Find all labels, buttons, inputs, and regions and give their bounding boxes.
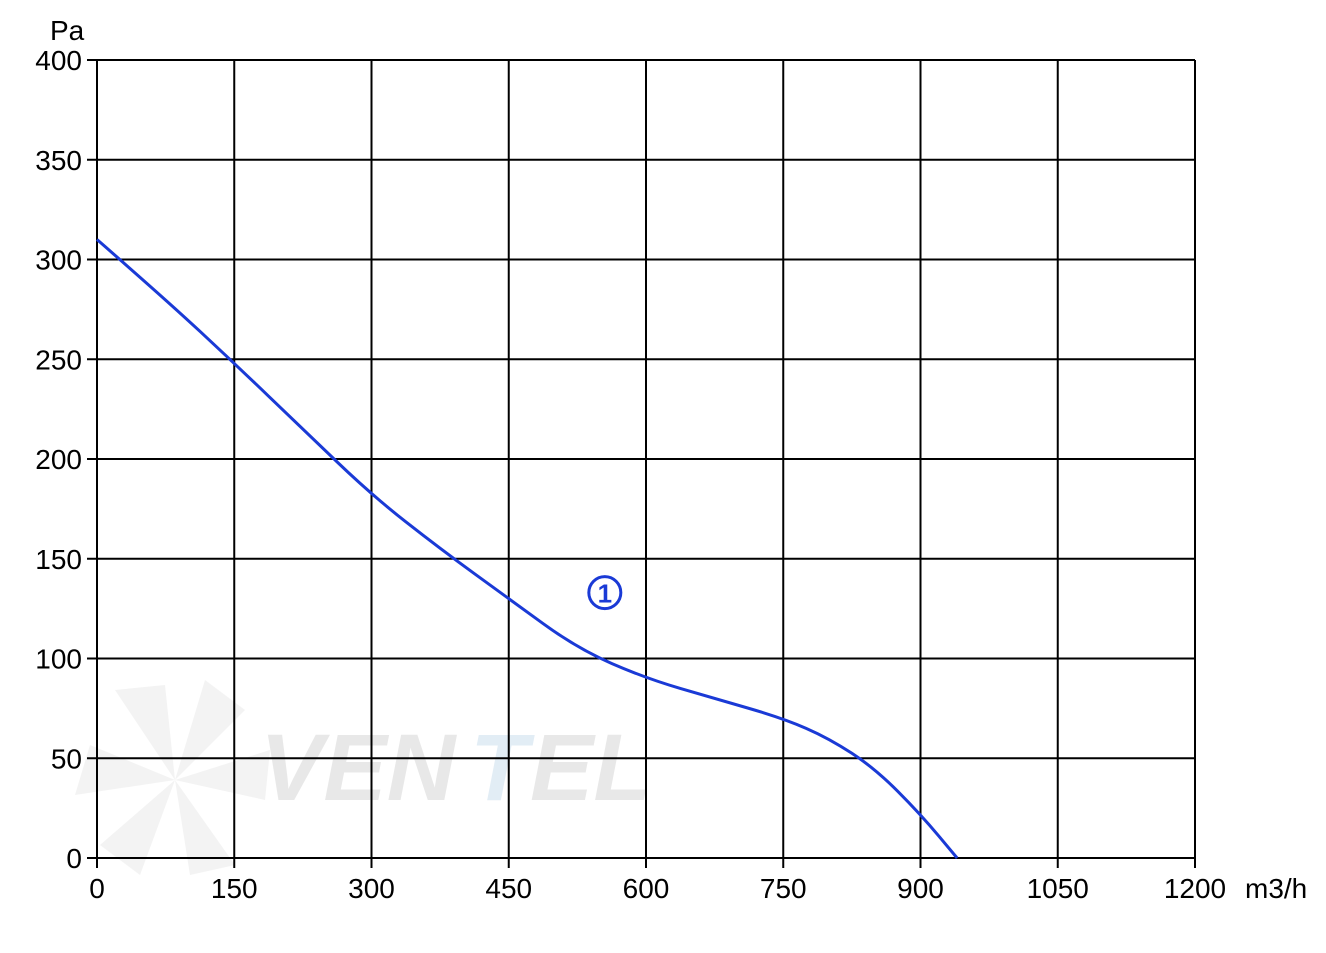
svg-text:50: 50 xyxy=(51,743,82,774)
svg-text:0: 0 xyxy=(66,843,82,874)
watermark-fan-icon xyxy=(75,680,270,875)
svg-text:0: 0 xyxy=(89,873,105,904)
svg-text:600: 600 xyxy=(623,873,670,904)
fan-performance-chart: VEN T EL Pa m3/h 0 50 100 150 200 250 300 350 40… xyxy=(0,0,1326,953)
svg-text:100: 100 xyxy=(35,644,82,675)
svg-text:350: 350 xyxy=(35,145,82,176)
svg-text:1200: 1200 xyxy=(1164,873,1226,904)
series-marker-1: 1 xyxy=(589,577,621,609)
watermark-text: VEN T EL xyxy=(260,715,651,821)
svg-text:T: T xyxy=(470,715,535,821)
svg-text:900: 900 xyxy=(897,873,944,904)
svg-text:450: 450 xyxy=(485,873,532,904)
svg-text:EL: EL xyxy=(530,715,651,821)
chart-container: VEN T EL Pa m3/h 0 50 100 150 200 250 300 350 40… xyxy=(0,0,1326,953)
y-axis-ticks: 0 50 100 150 200 250 300 350 400 xyxy=(35,45,82,874)
svg-text:200: 200 xyxy=(35,444,82,475)
svg-text:1: 1 xyxy=(598,579,612,609)
svg-text:1050: 1050 xyxy=(1027,873,1089,904)
svg-text:VEN: VEN xyxy=(260,715,458,821)
svg-text:300: 300 xyxy=(35,245,82,276)
y-axis-label: Pa xyxy=(50,15,85,46)
svg-text:300: 300 xyxy=(348,873,395,904)
svg-text:150: 150 xyxy=(35,544,82,575)
svg-text:400: 400 xyxy=(35,45,82,76)
svg-text:750: 750 xyxy=(760,873,807,904)
svg-text:150: 150 xyxy=(211,873,258,904)
svg-text:250: 250 xyxy=(35,344,82,375)
x-axis-label: m3/h xyxy=(1245,873,1307,904)
x-axis-ticks: 0 150 300 450 600 750 900 1050 1200 xyxy=(89,873,1226,904)
